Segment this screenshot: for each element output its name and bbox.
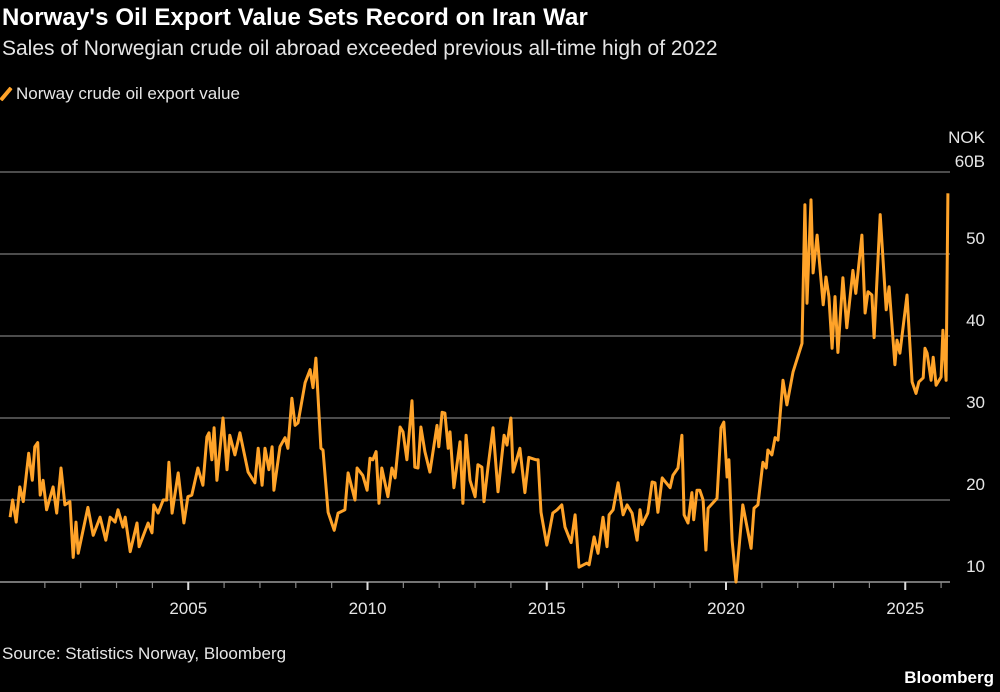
chart-title: Norway's Oil Export Value Sets Record on… [2,4,588,31]
legend: Norway crude oil export value [0,84,240,104]
x-tick-label: 2015 [528,599,566,618]
x-tick-label: 2025 [886,599,924,618]
y-tick-label: 60B [955,152,985,171]
legend-label: Norway crude oil export value [16,84,240,103]
x-tick-label: 2005 [169,599,207,618]
y-tick-label: 50 [966,229,985,248]
x-tick-label: 2010 [349,599,387,618]
y-tick-label: 20 [966,475,985,494]
chart-subtitle: Sales of Norwegian crude oil abroad exce… [2,37,718,60]
y-tick-label: 10 [966,557,985,576]
x-tick-label: 2020 [707,599,745,618]
y-unit-label: NOK [948,128,986,147]
bloomberg-logo: Bloomberg [904,668,994,687]
y-tick-label: 40 [966,311,985,330]
series-line-norway-crude-oil-export-value [8,193,950,584]
source-note: Source: Statistics Norway, Bloomberg [2,644,287,663]
y-tick-label: 30 [966,393,985,412]
